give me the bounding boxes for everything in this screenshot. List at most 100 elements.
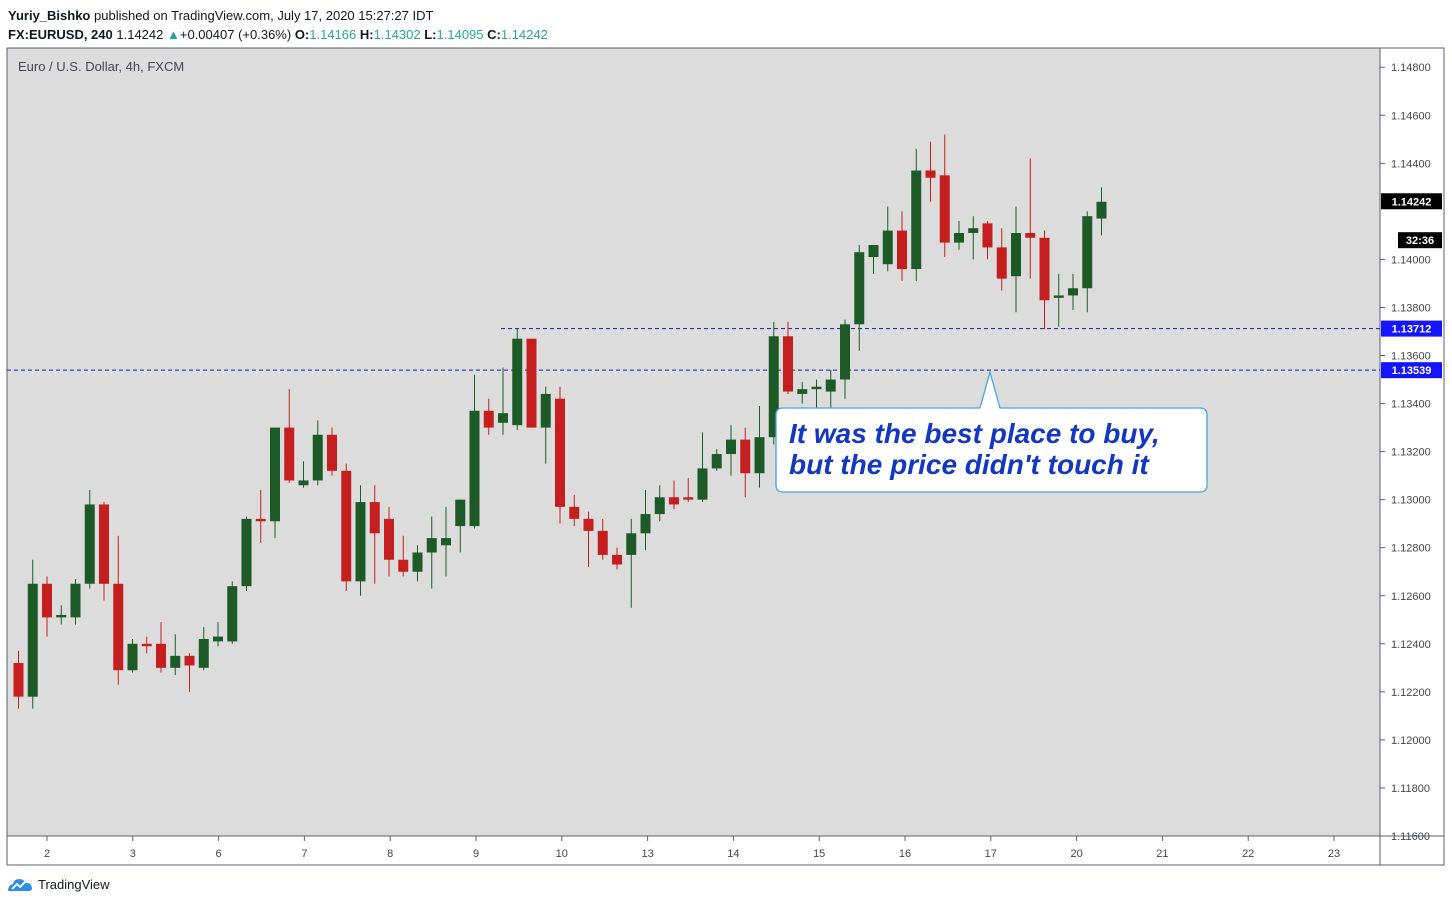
candle-body[interactable] (612, 554, 622, 565)
candle-body[interactable] (654, 497, 665, 515)
candle-body[interactable] (284, 427, 295, 481)
candle-body[interactable] (56, 614, 67, 618)
last-price: 1.14242 (116, 27, 164, 42)
callout-bubble[interactable] (775, 369, 1208, 493)
price-labels: 1.14242 32:36 1.13712 1.13539 (1381, 193, 1442, 379)
candle-body[interactable] (398, 559, 409, 572)
candle-body[interactable] (982, 223, 993, 248)
candle-body[interactable] (1039, 237, 1050, 301)
candle-body[interactable] (783, 336, 793, 392)
candle-body[interactable] (255, 518, 266, 522)
candle-body[interactable] (939, 175, 950, 243)
candle-body[interactable] (697, 468, 708, 500)
candle-body[interactable] (426, 538, 437, 553)
y-tick-label: 1.12200 (1391, 687, 1431, 699)
open-label: O: (294, 27, 310, 42)
candle-body[interactable] (70, 583, 81, 618)
x-tick-label: 6 (216, 848, 222, 860)
candle-body[interactable] (227, 586, 238, 642)
candle-body[interactable] (711, 454, 722, 469)
candle-body[interactable] (811, 386, 822, 390)
candle-body[interactable] (141, 643, 152, 647)
candle-body[interactable] (1096, 201, 1107, 219)
candle-body[interactable] (1068, 288, 1078, 296)
candle-body[interactable] (968, 228, 979, 233)
y-tick-label: 1.13600 (1391, 351, 1431, 363)
candle-body[interactable] (270, 427, 280, 522)
candle-body[interactable] (954, 232, 964, 243)
candle-body[interactable] (156, 643, 166, 668)
candle-body[interactable] (569, 506, 580, 519)
candle-body[interactable] (797, 389, 808, 394)
time-axis[interactable]: 2 3 6 7 8 9 10 13 14 15 16 17 20 21 22 23 (44, 836, 1340, 860)
candle-body[interactable] (441, 538, 451, 546)
footer-brand[interactable]: TradingView (38, 876, 110, 892)
author-name[interactable]: Yuriy_Bishko (8, 8, 91, 23)
candle-body[interactable] (327, 434, 337, 471)
candle-body[interactable] (640, 514, 651, 534)
price-label-text: 1.14242 (1392, 196, 1432, 208)
candle-body[interactable] (1011, 232, 1021, 277)
candle-body[interactable] (1053, 295, 1064, 298)
candle-body[interactable] (384, 518, 394, 560)
candle-body[interactable] (512, 338, 523, 426)
candle-body[interactable] (13, 663, 24, 697)
x-tick-label: 13 (641, 848, 653, 860)
tradingview-logo-icon[interactable] (6, 876, 34, 892)
candle-body[interactable] (825, 379, 836, 392)
x-tick-label: 16 (899, 848, 911, 860)
candle-body[interactable] (498, 413, 508, 423)
candle-body[interactable] (882, 230, 893, 265)
candle-body[interactable] (213, 636, 223, 642)
candle-body[interactable] (726, 439, 736, 455)
candle-body[interactable] (555, 398, 565, 507)
chart-border (6, 47, 1445, 866)
price-axis[interactable]: 1.14800 1.14600 1.14400 1.14000 1.13800 1.136… (1380, 62, 1431, 843)
candle-body[interactable] (854, 252, 865, 325)
candle-body[interactable] (583, 518, 594, 531)
candle-body[interactable] (540, 393, 551, 428)
candle-body[interactable] (840, 324, 850, 380)
candle-body[interactable] (127, 643, 138, 671)
candle-body[interactable] (1025, 232, 1036, 238)
candle-body[interactable] (526, 338, 537, 428)
candle-body[interactable] (99, 504, 109, 584)
candle-body[interactable] (312, 434, 323, 481)
candle-body[interactable] (27, 583, 38, 697)
candle-body[interactable] (683, 497, 694, 500)
candle-body[interactable] (669, 497, 679, 505)
candle-body[interactable] (469, 410, 480, 527)
candle-body[interactable] (84, 504, 95, 584)
candle-body[interactable] (911, 170, 922, 270)
candle-body[interactable] (740, 439, 751, 474)
candle-body[interactable] (113, 583, 124, 671)
candle-body[interactable] (626, 533, 637, 555)
candle-body[interactable] (754, 437, 765, 474)
candle-body[interactable] (341, 470, 352, 582)
candle-body[interactable] (412, 552, 423, 572)
candle-body[interactable] (170, 655, 181, 668)
candle-body[interactable] (298, 480, 309, 486)
x-tick-label: 8 (387, 848, 393, 860)
symbol-label[interactable]: FX:EURUSD, 240 (8, 27, 113, 42)
candle-body[interactable] (897, 230, 907, 270)
x-tick-label: 17 (985, 848, 997, 860)
candle-body[interactable] (483, 410, 494, 428)
candle-body[interactable] (198, 639, 209, 668)
candle-body[interactable] (184, 655, 195, 666)
candle-body[interactable] (996, 247, 1007, 279)
candle-body[interactable] (455, 499, 466, 527)
callout-text-line: but the price didn't touch it (789, 449, 1150, 480)
candle-body[interactable] (1082, 216, 1093, 289)
candle-body[interactable] (42, 583, 52, 618)
candle-body[interactable] (241, 518, 252, 587)
close-value: 1.14242 (500, 27, 548, 42)
candle-body[interactable] (597, 530, 608, 555)
close-label: C: (487, 27, 501, 42)
candle-body[interactable] (925, 170, 936, 178)
candle-body[interactable] (768, 336, 779, 438)
candle-body[interactable] (868, 245, 879, 258)
candle-body[interactable] (369, 502, 380, 534)
candle-body[interactable] (355, 502, 366, 582)
